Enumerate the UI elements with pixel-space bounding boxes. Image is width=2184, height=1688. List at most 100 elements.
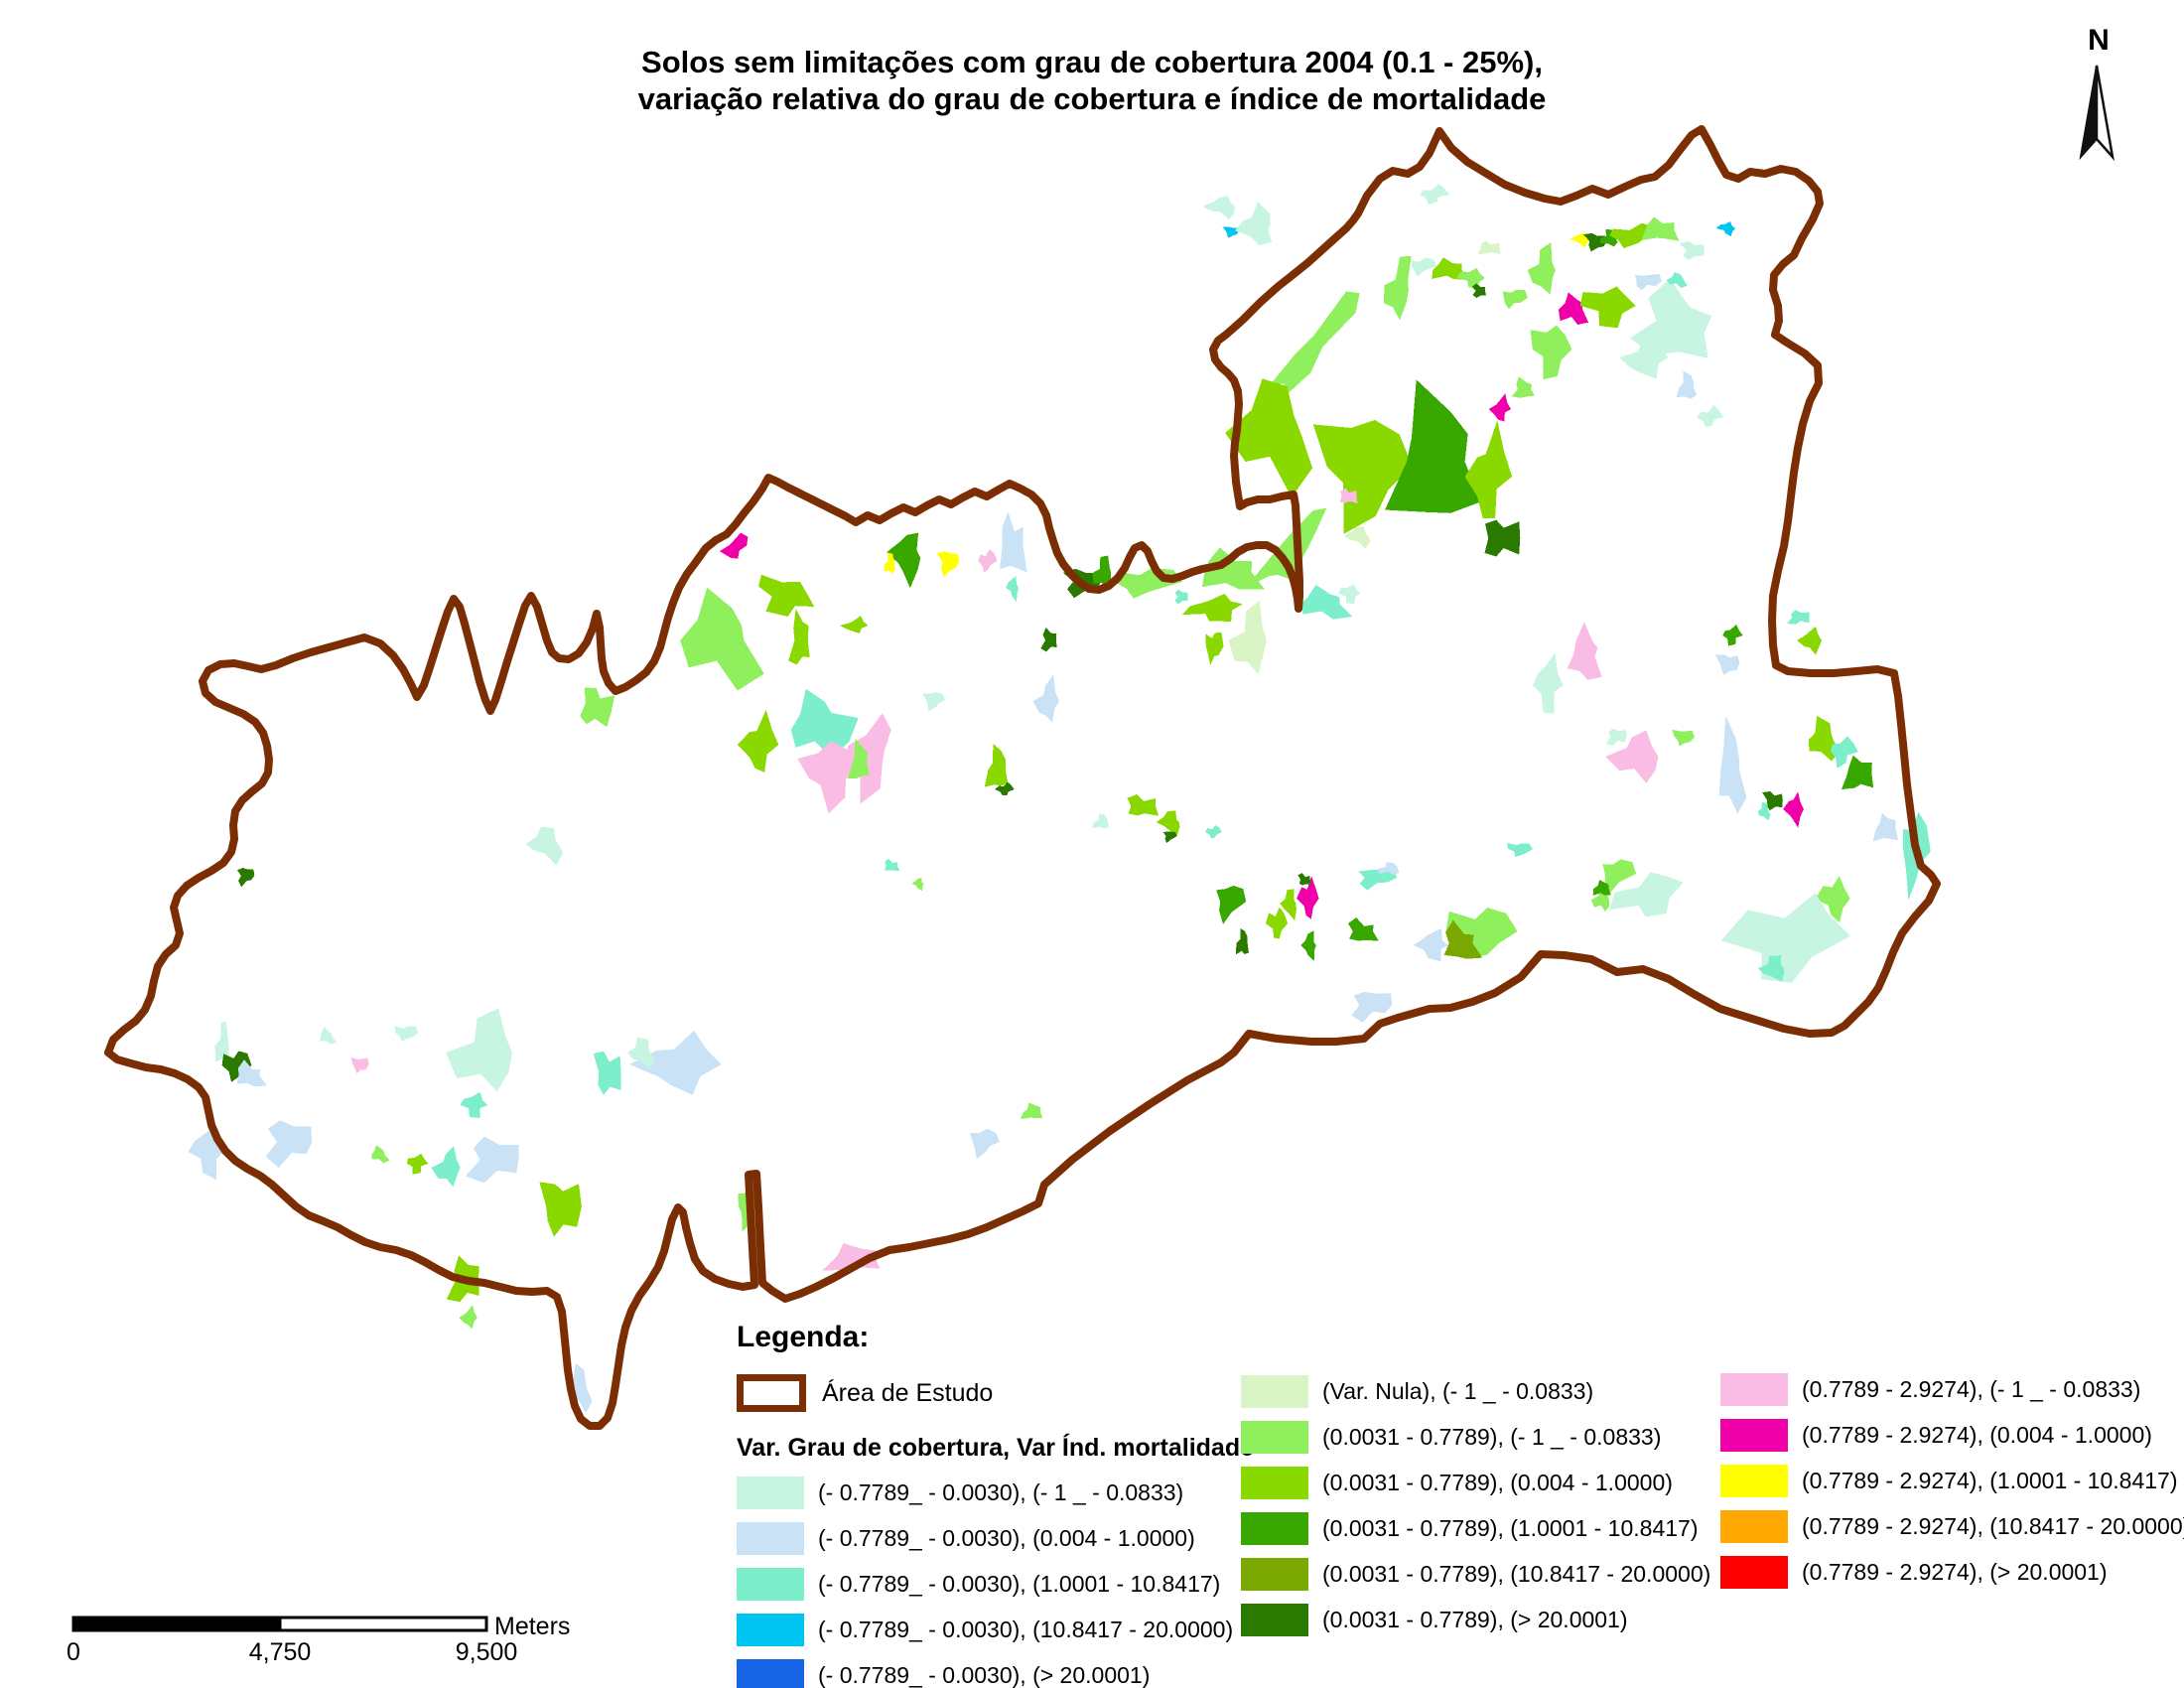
map-patch — [1216, 885, 1247, 924]
map-patch — [1266, 907, 1289, 939]
north-arrow-label: N — [2088, 24, 2110, 57]
map-patch — [1530, 325, 1572, 380]
map-patch — [1488, 393, 1512, 422]
map-patch — [539, 1182, 582, 1237]
map-patch — [1300, 930, 1316, 961]
landcover-patches — [188, 184, 1931, 1414]
page-title-line1: Solos sem limitações com grau de cobertu… — [641, 45, 1543, 79]
map-patch — [1443, 919, 1483, 959]
map-patch — [1411, 257, 1436, 277]
map-patch — [738, 709, 779, 773]
map-patch — [371, 1145, 390, 1164]
legend-swatch — [737, 1659, 804, 1688]
map-patch — [1235, 928, 1249, 955]
map-patch — [1605, 728, 1627, 747]
legend-item: (- 0.7789_ - 0.0030), (10.8417 - 20.0000… — [737, 1614, 1233, 1646]
map-patch — [1831, 736, 1858, 769]
legend-swatch — [1241, 1604, 1308, 1636]
map-patch — [847, 713, 891, 804]
map-patch — [1783, 791, 1804, 828]
map-patch — [1592, 879, 1611, 896]
legend-item-label: (- 0.7789_ - 0.0030), (- 1 _ - 0.0833) — [818, 1479, 1184, 1505]
scale-tick-0: 0 — [67, 1638, 80, 1666]
map-patch — [1619, 332, 1669, 379]
map-patch — [580, 687, 615, 728]
map-patch — [593, 1051, 621, 1095]
map-patch — [265, 1120, 313, 1169]
map-patch — [1842, 755, 1874, 789]
study-area-boundary — [104, 125, 1941, 1430]
legend-item-label: (0.0031 - 0.7789), (10.8417 - 20.0000) — [1322, 1561, 1711, 1587]
legend-item: (- 0.7789_ - 0.0030), (1.0001 - 10.8417) — [737, 1568, 1233, 1601]
map-patch — [1641, 216, 1680, 241]
legend-swatch — [1720, 1556, 1788, 1589]
legend-item: (0.0031 - 0.7789), (1.0001 - 10.8417) — [1241, 1512, 1710, 1545]
map-patch — [1235, 202, 1273, 246]
map-patch — [1205, 825, 1222, 839]
map-patch — [465, 1136, 519, 1184]
map-patch — [1527, 242, 1556, 295]
map-patch — [1162, 831, 1177, 844]
legend-swatch — [1720, 1510, 1788, 1543]
map-patch — [1786, 610, 1810, 625]
legend-swatch — [1241, 1467, 1308, 1499]
map-patch — [984, 744, 1009, 787]
map-patch — [884, 552, 895, 574]
legend-item: (- 0.7789_ - 0.0030), (> 20.0001) — [737, 1659, 1233, 1688]
map-patch — [1472, 283, 1486, 299]
legend-item-label: Área de Estudo — [822, 1378, 994, 1407]
legend-item-label: (0.0031 - 0.7789), (> 20.0001) — [1322, 1607, 1628, 1632]
map-patch — [236, 1059, 267, 1086]
map-patch — [995, 781, 1015, 795]
map-patch — [1484, 519, 1521, 557]
map-patch — [911, 877, 924, 892]
legend-swatch — [1241, 1421, 1308, 1454]
map-patch — [320, 1027, 338, 1045]
legend-item-label: (0.7789 - 2.9274), (10.8417 - 20.0000) — [1802, 1513, 2184, 1539]
map-patch — [1583, 232, 1606, 252]
legend-item-label: (0.0031 - 0.7789), (1.0001 - 10.8417) — [1322, 1515, 1699, 1541]
legend-item-label: (0.0031 - 0.7789), (- 1 _ - 0.0833) — [1322, 1424, 1662, 1450]
map-patch — [1696, 405, 1724, 428]
map-patch — [459, 1305, 478, 1330]
legend-item: (0.7789 - 2.9274), (> 20.0001) — [1720, 1556, 2184, 1589]
scale-bar — [71, 1616, 488, 1632]
page-title: Solos sem limitações com grau de cobertu… — [0, 44, 2184, 117]
legend-item: (0.0031 - 0.7789), (0.004 - 1.0000) — [1241, 1467, 1710, 1499]
scale-tick-9500: 9,500 — [455, 1638, 518, 1666]
legend-swatch — [1241, 1558, 1308, 1591]
legend-item-label: (- 0.7789_ - 0.0030), (1.0001 - 10.8417) — [818, 1571, 1221, 1597]
map-patch — [629, 1030, 722, 1095]
map-patch — [406, 1153, 429, 1175]
legend-item: (0.0031 - 0.7789), (10.8417 - 20.0000) — [1241, 1558, 1710, 1591]
legend-item: (0.0031 - 0.7789), (- 1 _ - 0.0833) — [1241, 1421, 1710, 1454]
legend-item-label: (Var. Nula), (- 1 _ - 0.0833) — [1322, 1378, 1594, 1404]
map-patch — [1507, 842, 1534, 857]
legend-item-label: (0.7789 - 2.9274), (0.004 - 1.0000) — [1802, 1422, 2152, 1448]
legend-item: (0.7789 - 2.9274), (1.0001 - 10.8417) — [1720, 1465, 2184, 1497]
legend-column-1: (- 0.7789_ - 0.0030), (- 1 _ - 0.0833) (-… — [737, 1477, 1233, 1688]
legend-item-label: (- 0.7789_ - 0.0030), (> 20.0001) — [818, 1662, 1151, 1688]
map-patch — [1634, 273, 1663, 291]
map-patch — [719, 532, 749, 559]
legend-item: (0.0031 - 0.7789), (> 20.0001) — [1241, 1604, 1710, 1636]
map-patch — [1201, 547, 1265, 590]
map-patch — [237, 868, 255, 888]
map-patch — [922, 692, 946, 712]
map-patch — [1567, 622, 1602, 680]
map-patch — [1343, 526, 1371, 549]
map-patch — [1092, 813, 1110, 829]
legend-item-label: (- 0.7789_ - 0.0030), (0.004 - 1.0000) — [818, 1525, 1195, 1551]
map-patch — [1339, 488, 1358, 504]
legend-item: (- 0.7789_ - 0.0030), (0.004 - 1.0000) — [737, 1522, 1233, 1555]
legend-heading: Legenda: — [737, 1321, 870, 1353]
legend-item: (- 0.7789_ - 0.0030), (- 1 _ - 0.0833) — [737, 1477, 1233, 1509]
map-patch — [1228, 600, 1267, 675]
map-patch — [1676, 370, 1697, 399]
legend-swatch — [737, 1568, 804, 1601]
legend-item: (Var. Nula), (- 1 _ - 0.0833) — [1241, 1375, 1710, 1408]
map-patch — [1174, 589, 1188, 605]
map-patch — [1605, 730, 1659, 783]
map-patch — [1268, 291, 1360, 396]
